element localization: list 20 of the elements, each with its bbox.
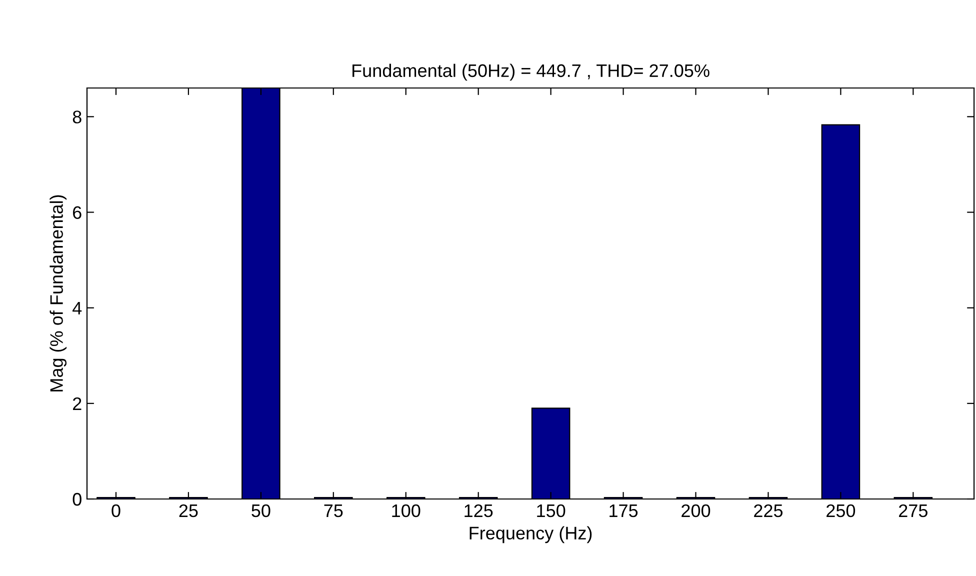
x-tick-label: 275: [899, 504, 928, 518]
x-tick-label: 175: [610, 504, 638, 518]
x-tick-label: 250: [826, 504, 856, 518]
x-tick-label: 25: [179, 504, 198, 518]
y-tick-label: 2: [73, 397, 82, 410]
x-axis-title: Frequency (Hz): [470, 526, 592, 544]
x-tick-label: 50: [252, 504, 270, 518]
x-tick-label: 0: [112, 504, 120, 518]
x-tick-label: 125: [464, 504, 493, 518]
x-tick-label: 100: [392, 504, 420, 518]
y-tick-label: 8: [72, 110, 82, 124]
y-axis-title: Mag (% of Fundamental): [50, 195, 67, 392]
y-tick-label: 4: [72, 302, 82, 314]
x-tick-label: 200: [682, 504, 710, 518]
y-tick-label: 0: [72, 492, 82, 506]
x-tick-label: 150: [537, 504, 566, 518]
x-tick-label: 225: [754, 504, 783, 518]
chart-title: Fundamental (50Hz) = 449.7 , THD= 27.05%: [352, 64, 710, 81]
x-tick-label: 75: [324, 504, 343, 518]
y-tick-label: 6: [73, 206, 82, 219]
